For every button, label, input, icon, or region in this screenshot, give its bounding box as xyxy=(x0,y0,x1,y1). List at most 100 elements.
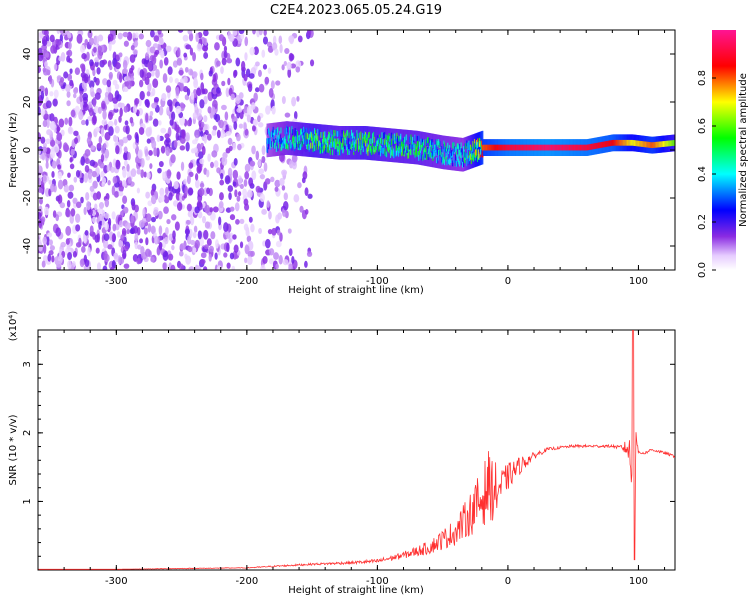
x-tick-label: 100 xyxy=(629,576,648,587)
noise-speck xyxy=(200,82,205,92)
noise-speck xyxy=(57,149,62,159)
noise-speck xyxy=(47,232,53,238)
x-tick-label: -300 xyxy=(105,276,128,287)
noise-speck xyxy=(104,91,109,98)
y-tick-label: 2 xyxy=(22,430,33,436)
noise-speck xyxy=(135,133,139,144)
noise-speck xyxy=(123,105,129,113)
noise-speck xyxy=(223,50,228,59)
spectrogram-y-axis-label: Frequency (Hz) xyxy=(8,112,19,188)
noise-speck xyxy=(181,129,186,139)
x-tick-label: 0 xyxy=(505,576,511,587)
noise-speck xyxy=(219,129,226,139)
noise-speck xyxy=(114,83,120,90)
noise-speck xyxy=(190,92,195,100)
noise-speck xyxy=(235,219,240,225)
noise-speck xyxy=(38,187,44,194)
colorbar-label: Normalized spectral amplitude xyxy=(738,73,749,227)
noise-speck xyxy=(175,131,180,141)
noise-speck xyxy=(270,80,275,90)
noise-speck xyxy=(80,63,86,70)
noise-speck xyxy=(185,219,191,225)
noise-speck xyxy=(97,34,104,42)
noise-speck xyxy=(104,198,110,208)
noise-speck xyxy=(56,132,63,142)
noise-speck xyxy=(274,179,281,188)
noise-speck xyxy=(153,235,159,245)
noise-speck xyxy=(73,87,79,94)
noise-speck xyxy=(78,110,84,120)
noise-speck xyxy=(271,105,276,115)
noise-speck xyxy=(68,116,73,127)
noise-speck xyxy=(250,223,255,233)
noise-speck xyxy=(107,33,114,42)
noise-speck xyxy=(228,33,235,42)
noise-speck xyxy=(122,68,129,74)
noise-speck xyxy=(46,118,50,129)
noise-speck xyxy=(139,79,144,88)
noise-speck xyxy=(297,182,302,189)
noise-speck xyxy=(154,49,160,55)
noise-speck xyxy=(216,129,221,139)
noise-speck xyxy=(66,91,71,98)
noise-speck xyxy=(188,162,194,169)
noise-speck xyxy=(99,214,105,222)
noise-speck xyxy=(82,92,89,101)
noise-speck xyxy=(144,76,150,86)
noise-speck xyxy=(110,166,115,173)
noise-speck xyxy=(268,248,275,256)
noise-speck xyxy=(148,150,153,156)
noise-speck xyxy=(238,30,245,35)
noise-speck xyxy=(43,113,49,120)
noise-speck xyxy=(307,193,313,199)
noise-speck xyxy=(55,260,62,268)
noise-speck xyxy=(219,179,225,186)
noise-speck xyxy=(187,246,193,253)
noise-speck xyxy=(46,129,52,136)
noise-speck xyxy=(271,227,277,236)
noise-speck xyxy=(203,115,208,123)
snr-series-line xyxy=(38,330,675,570)
snr-exponent-label: (x10⁴) xyxy=(8,311,19,342)
noise-speck xyxy=(52,98,58,107)
noise-speck xyxy=(304,187,309,196)
noise-speck xyxy=(72,197,78,204)
noise-speck xyxy=(44,52,50,58)
noise-speck xyxy=(140,246,145,256)
noise-speck xyxy=(206,169,210,178)
noise-speck xyxy=(64,117,69,125)
noise-speck xyxy=(197,230,202,240)
noise-speck xyxy=(114,62,121,70)
noise-speck xyxy=(293,194,300,203)
figure-title: C2E4.2023.065.05.24.G19 xyxy=(270,3,442,18)
noise-speck xyxy=(270,176,275,183)
noise-speck xyxy=(69,79,74,87)
noise-speck xyxy=(67,32,72,39)
noise-speck xyxy=(147,82,152,92)
noise-speck xyxy=(126,228,130,235)
noise-speck xyxy=(208,253,212,262)
noise-speck xyxy=(72,250,77,258)
noise-speck xyxy=(158,241,163,251)
noise-speck xyxy=(210,231,216,240)
noise-speck xyxy=(158,160,164,168)
noise-speck xyxy=(291,96,297,107)
noise-speck xyxy=(209,207,214,213)
noise-speck xyxy=(69,68,73,74)
noise-speck xyxy=(177,139,181,147)
noise-speck xyxy=(266,200,270,208)
noise-speck xyxy=(51,160,57,169)
noise-speck xyxy=(93,76,97,83)
noise-speck xyxy=(125,75,131,82)
noise-speck xyxy=(163,57,169,66)
snr-y-axis-label: SNR (10 * v/v) xyxy=(8,414,19,485)
noise-speck xyxy=(278,254,283,265)
noise-speck xyxy=(108,126,114,136)
noise-speck xyxy=(87,171,92,180)
noise-speck xyxy=(158,37,164,44)
noise-speck xyxy=(119,73,123,83)
noise-speck xyxy=(89,185,95,192)
noise-speck xyxy=(103,212,110,219)
noise-speck xyxy=(115,54,120,61)
noise-speck xyxy=(88,107,94,117)
